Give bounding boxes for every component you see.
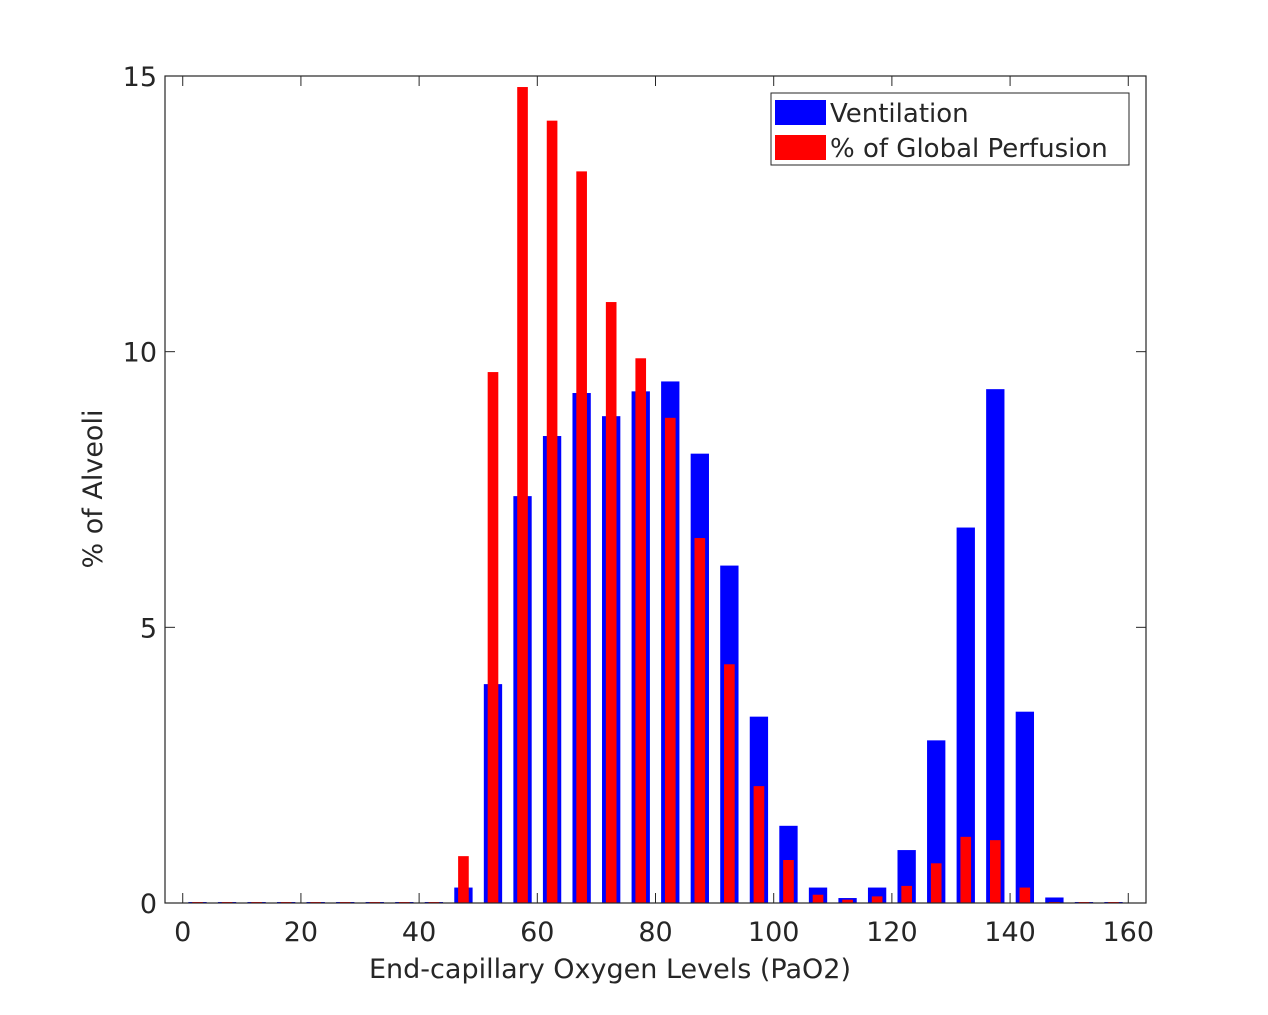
legend-swatch-ventilation	[775, 100, 826, 125]
perfusion-bar	[871, 896, 883, 903]
x-tick-label: 60	[520, 917, 554, 948]
x-tick-label: 80	[638, 917, 672, 948]
x-tick-label: 0	[174, 917, 191, 948]
y-tick-label: 15	[123, 62, 157, 93]
plot-area	[165, 76, 1146, 903]
y-tick-label: 10	[123, 338, 157, 369]
legend-label-perfusion: % of Global Perfusion	[830, 134, 1108, 164]
y-axis-label: % of Alveoli	[78, 410, 109, 569]
y-tick-label: 0	[140, 889, 157, 920]
axis-tick-labels: 0 20 40 60 80 100 120 140 160 0 5 10 15	[123, 62, 1154, 948]
perfusion-bar	[517, 87, 528, 903]
perfusion-bar	[458, 856, 469, 903]
perfusion-bar	[1019, 887, 1031, 903]
ventilation-bar	[956, 527, 975, 903]
x-tick-label: 40	[402, 917, 436, 948]
perfusion-bar	[724, 664, 735, 903]
y-tick-label: 5	[140, 613, 157, 644]
perfusion-bar	[960, 836, 972, 903]
perfusion-bar	[989, 840, 1001, 903]
perfusion-bar	[901, 885, 912, 903]
ventilation-bar	[1045, 897, 1064, 903]
x-tick-label: 160	[1102, 917, 1154, 948]
ventilation-bar	[986, 389, 1005, 903]
perfusion-bar	[664, 417, 676, 903]
perfusion-bar	[605, 302, 617, 903]
perfusion-bar	[487, 372, 499, 903]
perfusion-bars	[192, 87, 1119, 903]
perfusion-bar	[694, 538, 706, 903]
axis-ticks	[165, 75, 1146, 904]
perfusion-bar	[635, 358, 647, 903]
perfusion-bar	[753, 786, 765, 903]
legend: Ventilation % of Global Perfusion	[770, 92, 1130, 166]
perfusion-bar	[576, 171, 587, 903]
legend-label-ventilation: Ventilation	[830, 99, 969, 129]
x-tick-label: 100	[748, 917, 800, 948]
ventilation-bar	[927, 740, 946, 903]
perfusion-bar	[783, 860, 794, 903]
perfusion-bar	[546, 120, 558, 903]
perfusion-bar	[812, 894, 824, 903]
legend-box	[770, 92, 1130, 166]
x-tick-label: 120	[866, 917, 918, 948]
x-axis-label: End-capillary Oxygen Levels (PaO2)	[369, 954, 851, 985]
x-tick-label: 20	[284, 917, 318, 948]
perfusion-bar	[930, 863, 942, 903]
legend-swatch-perfusion	[775, 135, 826, 160]
perfusion-bar	[842, 899, 853, 903]
ventilation-bar	[1015, 711, 1035, 903]
x-tick-label: 140	[984, 917, 1036, 948]
